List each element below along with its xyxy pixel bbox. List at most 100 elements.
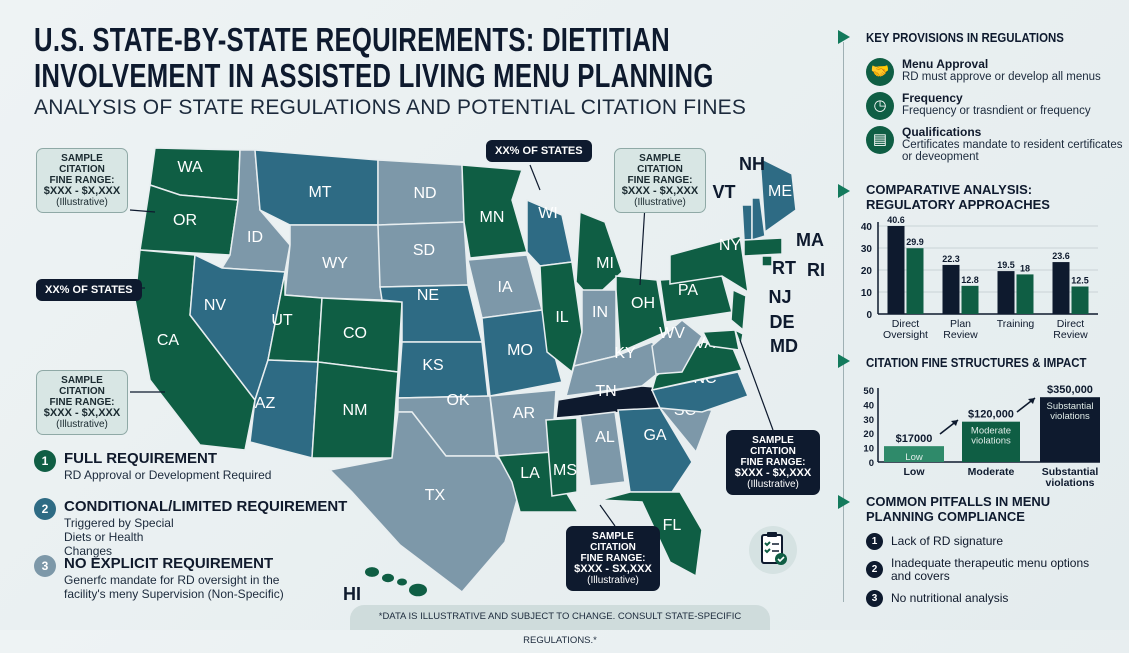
page-subtitle: ANALYSIS OF STATE REGULATIONS AND POTENT… [34,96,747,119]
state-label-GA: GA [643,427,666,444]
y-tick-label: 30 [861,244,873,255]
panel-divider [843,42,844,602]
state-label-CA: CA [157,332,180,349]
bar [1071,286,1089,314]
y-tick-label: 20 [863,429,874,440]
section-title: KEY PROVISIONS IN REGULATIONS [866,30,1064,45]
state-AZ [249,359,319,459]
state-HI [365,567,379,577]
state-label-IA: IA [497,279,512,296]
state-label-ND: ND [413,185,436,202]
certificate-icon: ▤ [866,126,894,154]
provision-item: ◷ Frequency Frequency or trasndient or fr… [866,92,1126,120]
fine-callout: SAMPLE CITATION FINE RANGE: $XXX - $X,XXX(… [36,370,128,435]
bar [962,421,1020,462]
state-label-WV: WV [659,325,685,342]
state-label-AZ: AZ [255,395,276,412]
legend-full: 1 FULL REQUIREMENT RD Approval or Develo… [34,450,324,482]
data-label: $17000 [896,433,933,445]
state-NY [669,235,749,294]
state-HI [382,573,394,583]
fine-callout: SAMPLE CITATION FINE RANGE: $XXX - $X,XXX(… [614,148,706,213]
section-marker-icon [838,495,850,509]
state-label-FL: FL [663,517,682,534]
state-label-WA: WA [177,159,203,176]
state-label-IL: IL [555,309,568,326]
state-label-ID: ID [247,229,263,246]
state-HI [397,578,407,586]
legend-number: 3 [34,555,56,577]
bar [887,226,905,314]
legend-desc: RD Approval or Development Required [64,468,272,482]
state-MS [545,417,578,497]
x-tick-label: Review [1053,329,1088,341]
chart-title: CITATION FINE STRUCTURES & IMPACT [866,355,1087,370]
x-tick-label: Plan [950,318,971,330]
callout-leader-line [739,339,774,431]
state-label-WY: WY [322,255,348,272]
provision-item: 🤝 Menu Approval RD must approve or develo… [866,58,1126,86]
state-WV [651,319,703,375]
y-tick-label: 20 [861,266,873,277]
fine-callout: SAMPLE CITATION FINE RANGE: $XXX - $X,XXX(… [36,148,128,213]
state-label-KY: KY [614,345,636,362]
state-MA [743,237,783,257]
state-label-LA: LA [520,465,540,482]
state-HI [409,583,427,597]
bar-label: Substantial [1046,401,1093,412]
callout-leader-line [639,204,646,286]
state-label-MO: MO [507,342,533,359]
y-tick-label: 50 [863,386,874,397]
y-tick-label: 40 [861,222,873,233]
state-OH [615,275,667,354]
legend-desc: Generfc mandate for RD oversight in the … [64,573,284,601]
state-label-TN: TN [595,383,616,400]
state-RI [761,255,773,267]
x-tick-label: Review [943,329,978,341]
section-marker-icon [838,354,850,368]
state-AL [579,411,626,487]
state-label-DE: DE [769,312,794,332]
state-label-RT: RT [772,258,796,278]
state-label-AR: AR [513,405,535,422]
state-label-NJ: NJ [768,287,791,307]
chart-title: COMPARATIVE ANALYSIS: REGULATORY APPROAC… [866,182,1050,212]
state-label-MD: MD [770,336,798,356]
bar [906,248,924,314]
x-tick-label: Low [904,466,926,478]
x-tick-label: Moderate [968,466,1015,478]
state-label-HI: HI [343,584,361,604]
disclaimer-footer: *DATA IS ILLUSTRATIVE AND SUBJECT TO CHA… [350,605,770,646]
state-label-CO: CO [343,325,367,342]
data-label: 23.6 [1052,251,1070,261]
state-FL [599,491,703,578]
fine-callout: SAMPLE CITATION FINE RANGE: $XXX - SX,XXX(… [566,526,660,591]
bar [1052,262,1070,314]
state-label-KS: KS [422,357,443,374]
pitfall-item: 1 Lack of RD signature [866,533,1126,550]
state-label-MI: MI [596,255,614,272]
state-NC [650,371,749,413]
x-tick-label: Direct [1057,318,1085,330]
data-label: 19.5 [997,260,1015,270]
section-marker-icon [838,30,850,44]
state-label-OK: OK [446,392,469,409]
charts-layer: 01020304040.629.9DirectOversight22.312.8… [861,215,1100,489]
y-tick-label: 0 [866,310,872,321]
state-label-MS: MS [553,462,577,479]
pitfall-item: 2 Inadequate therapeutic menu options and… [866,555,1126,583]
state-label-OH: OH [631,295,655,312]
state-MO [481,309,563,397]
handshake-icon: 🤝 [866,58,894,86]
y-tick-label: 30 [863,415,874,426]
page-title: U.S. STATE-BY-STATE REQUIREMENTS: DIETIT… [34,21,714,94]
bar-label: Moderate [971,426,1011,437]
state-label-OR: OR [173,212,197,229]
state-label-NV: NV [204,297,227,314]
x-tick-label: Training [997,318,1035,330]
fine-callout: SAMPLE CITATION FINE RANGE: $XXX - $X,XXX(… [726,430,820,495]
clock-icon: ◷ [866,92,894,120]
state-NJ [730,288,747,332]
state-label-UT: UT [271,312,293,329]
state-label-VT: VT [712,182,735,202]
